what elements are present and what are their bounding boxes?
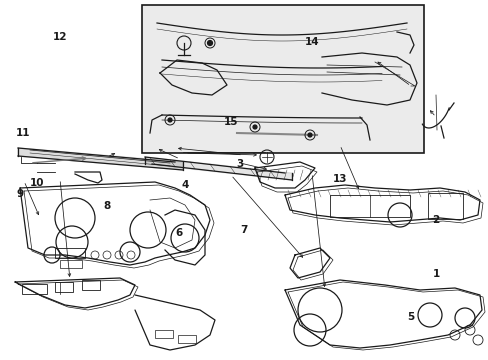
Text: 4: 4 bbox=[181, 180, 188, 190]
Text: 1: 1 bbox=[432, 269, 439, 279]
Text: 2: 2 bbox=[432, 215, 439, 225]
Polygon shape bbox=[18, 148, 183, 170]
Text: 9: 9 bbox=[17, 189, 24, 199]
Text: 10: 10 bbox=[29, 178, 44, 188]
Text: 14: 14 bbox=[304, 37, 319, 48]
Circle shape bbox=[207, 41, 212, 45]
Polygon shape bbox=[145, 157, 291, 180]
Bar bbox=[55, 282, 73, 292]
Text: 12: 12 bbox=[52, 32, 67, 42]
Text: 7: 7 bbox=[239, 225, 247, 235]
Text: 13: 13 bbox=[332, 174, 346, 184]
Text: 6: 6 bbox=[176, 228, 183, 238]
Circle shape bbox=[252, 125, 257, 129]
Bar bbox=[22, 284, 47, 294]
Circle shape bbox=[307, 133, 311, 137]
Text: 3: 3 bbox=[236, 159, 243, 169]
Bar bbox=[427, 193, 462, 219]
Bar bbox=[142, 5, 423, 153]
Bar bbox=[329, 195, 409, 217]
Text: 11: 11 bbox=[16, 128, 31, 138]
Text: 8: 8 bbox=[103, 201, 110, 211]
Bar bbox=[178, 335, 196, 343]
Bar bbox=[155, 330, 173, 338]
Text: 15: 15 bbox=[223, 117, 238, 127]
Bar bbox=[60, 260, 82, 268]
Circle shape bbox=[168, 118, 172, 122]
Text: 5: 5 bbox=[407, 312, 413, 322]
Bar bbox=[82, 280, 100, 290]
Bar bbox=[55, 248, 85, 258]
